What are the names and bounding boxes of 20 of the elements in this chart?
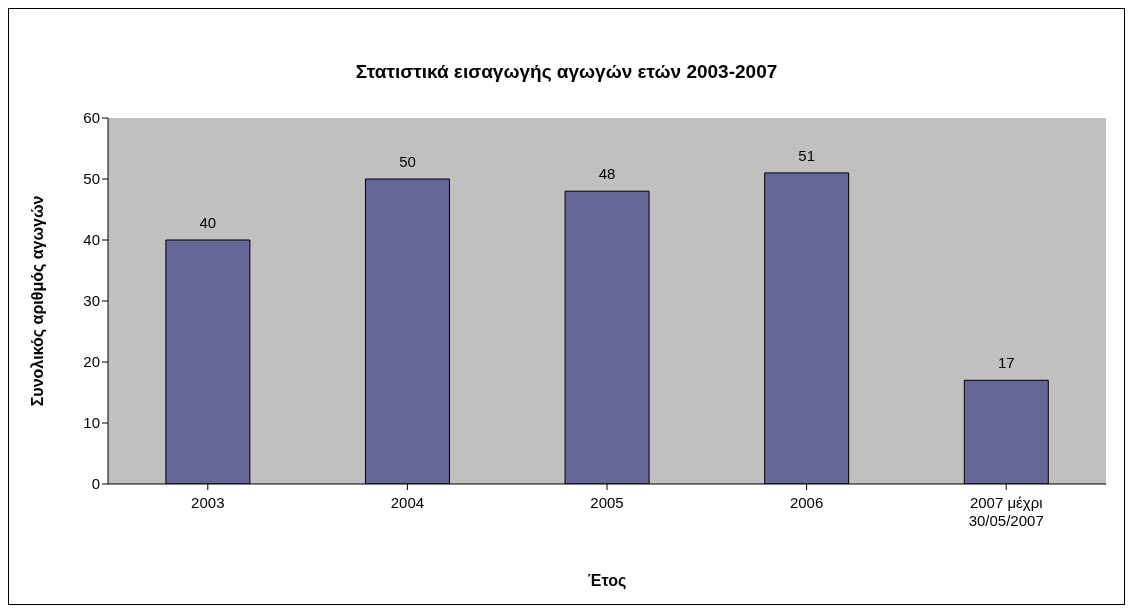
- y-tick-label: 30: [83, 292, 100, 310]
- x-tick-label: 2004: [390, 494, 425, 511]
- x-axis-title: Έτος: [587, 572, 627, 590]
- x-tick-label: 2003: [191, 494, 225, 511]
- x-tick-label: 2007 μέχρι 30/05/2007: [968, 494, 1044, 529]
- x-tick-label: 2006: [789, 494, 824, 511]
- y-tick-label: 10: [83, 414, 100, 432]
- y-tick-label: 60: [83, 109, 100, 127]
- x-tick-label: 2005: [590, 494, 624, 511]
- data-label: 17: [997, 354, 1015, 372]
- y-tick-label: 0: [91, 475, 100, 493]
- data-label: 50: [399, 153, 416, 170]
- data-label: 48: [598, 165, 616, 183]
- y-tick-label: 50: [83, 170, 100, 188]
- y-axis-title: Συνολικός αριθμός αγωγών: [28, 195, 47, 407]
- y-tick-label: 20: [83, 353, 100, 371]
- chart-title: Στατιστικά εισαγωγής αγωγών ετών 2003-2007: [354, 61, 779, 83]
- data-label: 40: [199, 214, 217, 231]
- y-tick-label: 40: [83, 231, 100, 249]
- data-label: 51: [798, 146, 816, 164]
